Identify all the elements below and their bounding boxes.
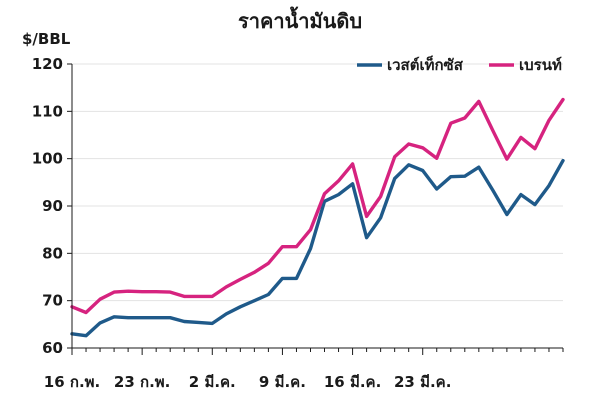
y-axis-ticks: 60 70 80 90 100 110 120 — [32, 55, 72, 357]
x-tick-label: 2 มี.ค. — [189, 373, 236, 391]
legend-label-wti: เวสต์เท็กซัส — [387, 55, 464, 74]
series-line-wti — [70, 158, 565, 338]
legend-item-brent: เบรนท์ — [489, 56, 562, 74]
x-tick-label: 9 มี.ค. — [259, 373, 306, 391]
y-tick-label: 90 — [42, 197, 63, 215]
legend: เวสต์เท็กซัส เบรนท์ — [357, 55, 562, 74]
series-lines — [70, 97, 565, 338]
y-tick-label: 80 — [42, 244, 63, 262]
x-tick-label: 16 ก.พ. — [44, 373, 100, 391]
y-tick-label: 120 — [32, 55, 63, 73]
y-tick-label: 110 — [32, 102, 63, 120]
x-tick-label: 16 มี.ค. — [324, 373, 381, 391]
y-axis-unit-label: $/BBL — [22, 30, 71, 48]
y-tick-label: 100 — [32, 150, 63, 168]
y-tick-label: 60 — [42, 339, 63, 357]
x-tick-label: 23 ก.พ. — [114, 373, 170, 391]
grid-lines — [72, 63, 563, 302]
chart-title: ราคาน้ำมันดิบ — [238, 6, 362, 33]
series-line-brent — [70, 97, 565, 315]
y-tick-label: 70 — [42, 292, 63, 310]
legend-label-brent: เบรนท์ — [519, 56, 562, 74]
x-tick-label: 23 มี.ค. — [394, 373, 451, 391]
x-axis-ticks: 16 ก.พ. 23 ก.พ. 2 มี.ค. 9 มี.ค. 16 มี.ค. 23 ม… — [44, 348, 564, 391]
legend-item-wti: เวสต์เท็กซัส — [357, 55, 464, 74]
